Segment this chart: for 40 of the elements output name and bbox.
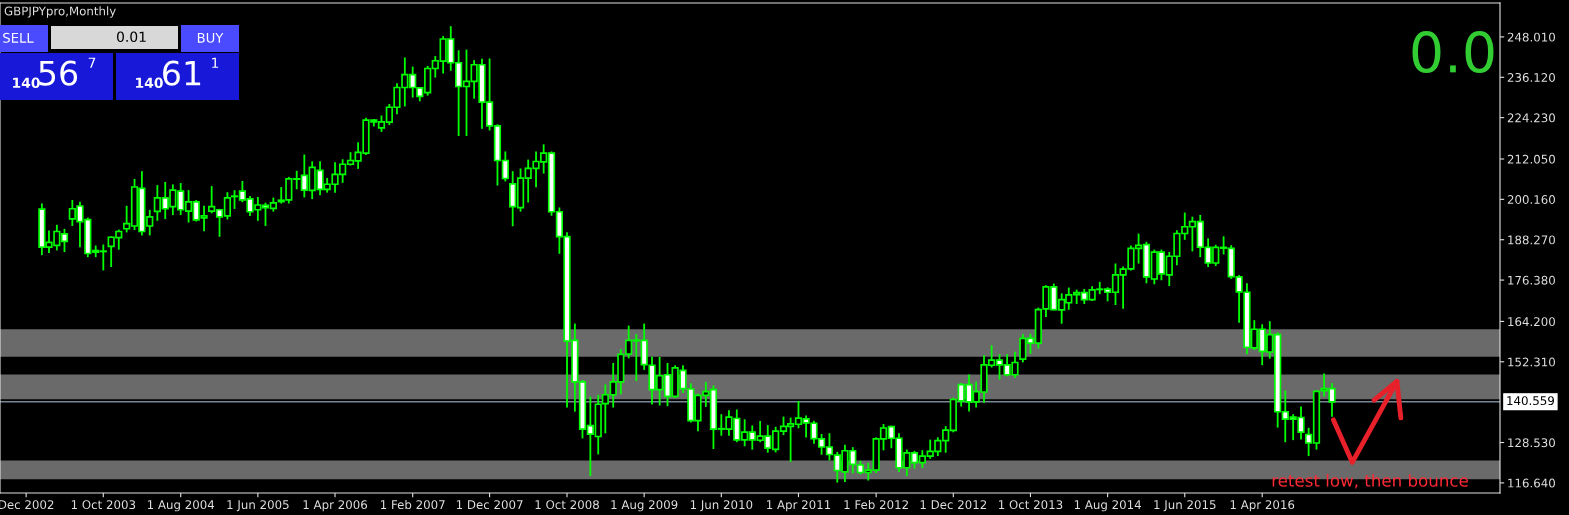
- x-tick-label: 1 Jun 2015: [1154, 500, 1216, 512]
- ref-line-label: 140.559: [1507, 396, 1554, 406]
- x-tick-label: 1 Oct 2013: [999, 500, 1063, 510]
- y-tick-label: 164.200: [1508, 317, 1555, 327]
- y-tick-label: 224.230: [1507, 113, 1555, 123]
- x-tick-label: 1 Apr 2011: [767, 500, 831, 512]
- y-tick-label: 248.010: [1507, 32, 1555, 42]
- y-tick-label: 200.160: [1507, 195, 1555, 205]
- y-tick-label: 212.050: [1507, 154, 1555, 164]
- y-tick-label: 236.120: [1507, 73, 1555, 82]
- x-tick-label: 1 Oct 2008: [535, 500, 599, 510]
- annotation: 0.0: [1412, 31, 1494, 74]
- annotation: 56: [39, 60, 78, 86]
- x-tick-label: 1 Apr 2006: [303, 500, 368, 512]
- annotation: retest low, then bounce: [1272, 473, 1468, 489]
- annotation: 140: [13, 77, 40, 89]
- annotation: SELL: [3, 32, 34, 43]
- x-tick-label: 1 Jun 2010: [690, 500, 753, 512]
- annotation: 1: [212, 57, 219, 68]
- x-tick-label: 1 Oct 2003: [71, 500, 136, 510]
- x-tick-label: 1 Feb 2007: [381, 499, 445, 510]
- x-tick-label: 1 Dec 2007: [456, 500, 523, 510]
- x-tick-label: 1 Aug 2004: [147, 500, 215, 512]
- annotation: 61: [163, 60, 201, 86]
- y-tick-label: 176.380: [1508, 275, 1555, 285]
- y-tick-label: 152.310: [1508, 357, 1555, 367]
- x-tick-label: 1 Jun 2005: [227, 500, 289, 512]
- x-tick-label: 1 Aug 2009: [611, 500, 678, 512]
- annotation: 7: [88, 57, 96, 68]
- x-tick-label: 1 Aug 2014: [1074, 500, 1142, 512]
- chart-title: GBPJPYpro,Monthly: [4, 6, 116, 18]
- annotation: BUY: [197, 33, 224, 43]
- annotation: 140: [136, 77, 163, 89]
- y-tick-label: 188.270: [1508, 235, 1555, 245]
- y-tick-label: 116.640: [1508, 478, 1555, 488]
- x-tick-label: 1 Apr 2016: [1230, 500, 1295, 512]
- annotation: 0.01: [116, 31, 146, 43]
- x-tick-label: 1 Feb 2012: [844, 499, 908, 510]
- y-tick-label: 128.530: [1508, 438, 1555, 448]
- x-tick-label: 1 Dec 2012: [920, 500, 987, 510]
